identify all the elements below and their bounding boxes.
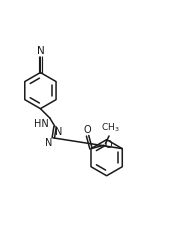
Text: O: O — [104, 140, 112, 150]
Text: CH$_3$: CH$_3$ — [101, 121, 120, 134]
Text: HN: HN — [34, 119, 49, 129]
Text: O: O — [83, 125, 91, 135]
Text: N: N — [55, 127, 63, 137]
Text: N: N — [45, 138, 53, 148]
Text: N: N — [36, 46, 44, 56]
